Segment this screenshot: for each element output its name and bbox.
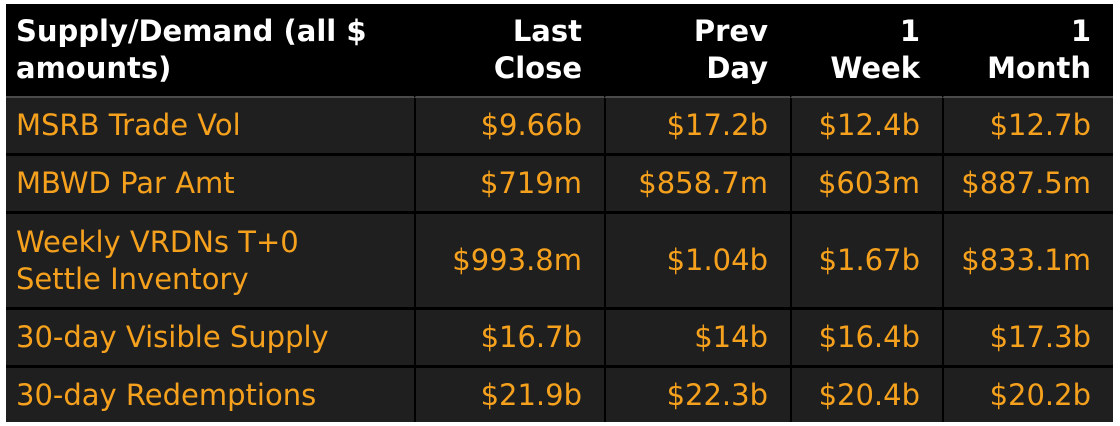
column-header-last-close-text: Last Close (493, 14, 582, 85)
supply-demand-table: Supply/Demand (all $ amounts) Last Close … (6, 4, 1113, 422)
table-row-weekly-vrdns: Weekly VRDNs T+0 Settle Inventory $993.8… (6, 214, 1113, 310)
column-header-prev-day-text: Prev Day (693, 14, 768, 85)
cell-1-week: $12.4b (790, 98, 942, 156)
cell-prev-day: $17.2b (604, 98, 790, 156)
column-header-last-close: Last Close (414, 4, 604, 98)
cell-prev-day: $1.04b (604, 214, 790, 310)
column-header-1-week-text: 1 Week (830, 14, 920, 85)
row-label: 30-day Redemptions (6, 368, 414, 422)
column-header-1-month-text: 1 Month (987, 14, 1091, 85)
column-header-prev-day: Prev Day (604, 4, 790, 98)
table-row-msrb-trade-vol: MSRB Trade Vol $9.66b $17.2b $12.4b $12.… (6, 98, 1113, 156)
cell-1-month: $12.7b (942, 98, 1113, 156)
cell-1-month: $20.2b (942, 368, 1113, 422)
cell-prev-day: $858.7m (604, 156, 790, 214)
table-header-row: Supply/Demand (all $ amounts) Last Close … (6, 4, 1113, 98)
table-row-30-day-visible-supply: 30-day Visible Supply $16.7b $14b $16.4b… (6, 310, 1113, 368)
row-label: 30-day Visible Supply (6, 310, 414, 368)
cell-last-close: $9.66b (414, 98, 604, 156)
row-label: Weekly VRDNs T+0 Settle Inventory (6, 214, 414, 310)
cell-prev-day: $14b (604, 310, 790, 368)
cell-last-close: $719m (414, 156, 604, 214)
column-header-metric: Supply/Demand (all $ amounts) (6, 4, 414, 98)
column-header-1-week: 1 Week (790, 4, 942, 98)
cell-1-week: $16.4b (790, 310, 942, 368)
supply-demand-panel: Supply/Demand (all $ amounts) Last Close … (6, 4, 1113, 422)
cell-last-close: $993.8m (414, 214, 604, 310)
table-row-30-day-redemptions: 30-day Redemptions $21.9b $22.3b $20.4b … (6, 368, 1113, 422)
cell-1-month: $887.5m (942, 156, 1113, 214)
cell-1-month: $17.3b (942, 310, 1113, 368)
cell-1-week: $20.4b (790, 368, 942, 422)
cell-1-week: $1.67b (790, 214, 942, 310)
cell-1-week: $603m (790, 156, 942, 214)
table-row-mbwd-par-amt: MBWD Par Amt $719m $858.7m $603m $887.5m (6, 156, 1113, 214)
cell-last-close: $21.9b (414, 368, 604, 422)
cell-last-close: $16.7b (414, 310, 604, 368)
column-header-1-month: 1 Month (942, 4, 1113, 98)
row-label: MSRB Trade Vol (6, 98, 414, 156)
row-label: MBWD Par Amt (6, 156, 414, 214)
cell-prev-day: $22.3b (604, 368, 790, 422)
cell-1-month: $833.1m (942, 214, 1113, 310)
